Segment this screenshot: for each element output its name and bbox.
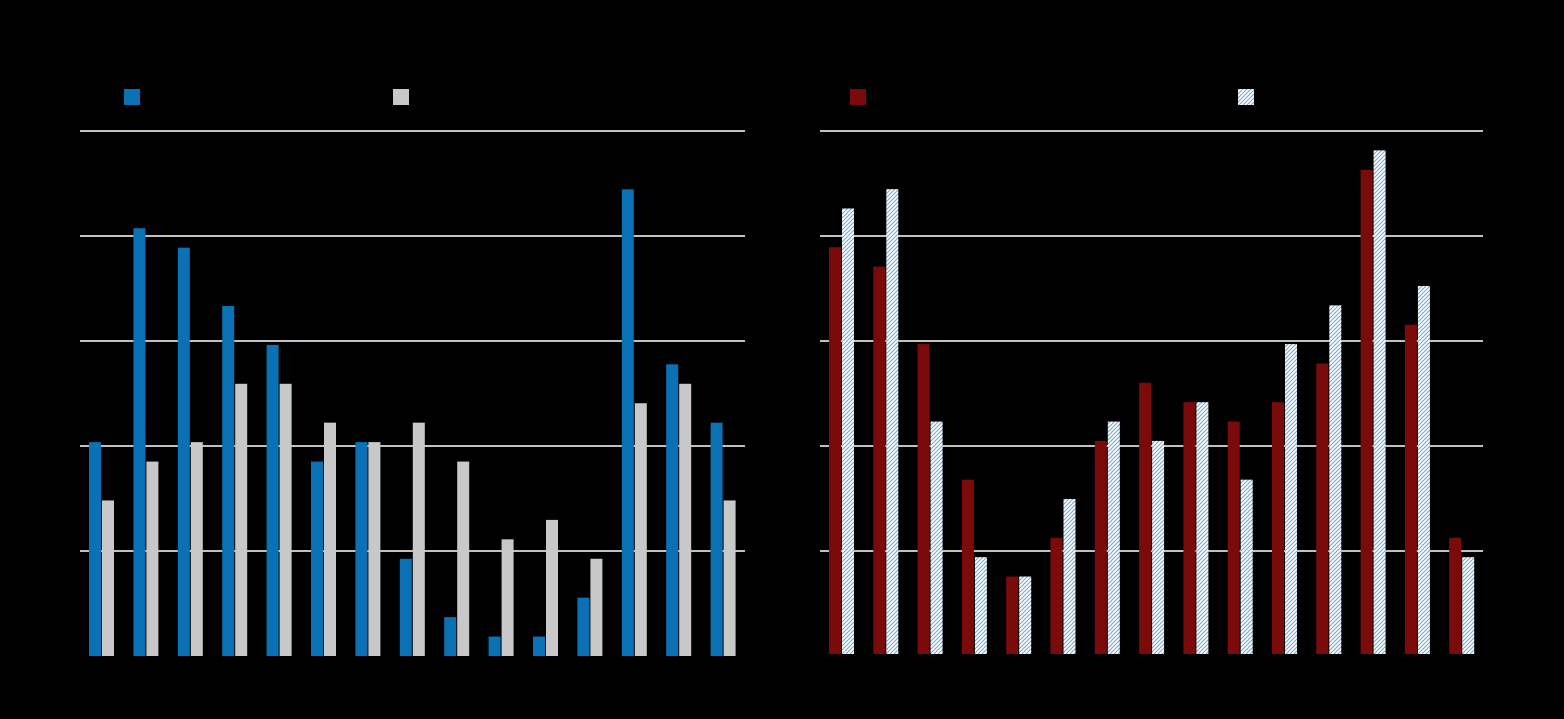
- bar-series2-15: [1462, 557, 1475, 654]
- bar-series1-9: [1183, 402, 1196, 654]
- bar-series1-15: [1449, 537, 1462, 654]
- bar-series1-2: [133, 228, 146, 656]
- bar-series1-6: [1050, 537, 1063, 654]
- bar-series2-3: [930, 421, 943, 654]
- legend-swatch-series1: [124, 89, 140, 105]
- bar-series1-13: [621, 189, 634, 657]
- bar-series1-5: [266, 344, 279, 656]
- bar-series1-1: [829, 247, 841, 654]
- bar-series2-15: [723, 500, 736, 656]
- bar-series1-10: [488, 636, 501, 656]
- bar-series2-6: [324, 422, 336, 656]
- bar-series2-1: [842, 208, 854, 654]
- bar-series2-3: [190, 442, 203, 656]
- bar-series2-10: [501, 539, 514, 656]
- bar-series2-12: [590, 558, 603, 656]
- bar-series1-14: [666, 364, 679, 656]
- bar-series1-13: [1360, 169, 1373, 655]
- bar-series1-9: [444, 617, 457, 656]
- bar-series2-11: [546, 519, 558, 656]
- bar-series1-3: [177, 247, 190, 656]
- bar-series2-11: [1285, 344, 1297, 654]
- bar-series1-7: [355, 442, 368, 656]
- bar-series1-7: [1094, 440, 1107, 654]
- bar-series2-1: [102, 500, 114, 656]
- legend-swatch-series1: [850, 89, 866, 105]
- bar-series1-11: [533, 636, 545, 656]
- bar-series1-6: [311, 461, 323, 656]
- bar-series1-12: [1316, 363, 1329, 654]
- bar-series2-13: [1373, 150, 1386, 655]
- bar-series2-4: [974, 557, 987, 654]
- bar-series2-9: [457, 461, 470, 656]
- bar-series1-15: [710, 422, 723, 656]
- bar-series2-10: [1240, 479, 1253, 654]
- bar-series2-13: [634, 403, 647, 656]
- bar-series2-14: [1417, 285, 1430, 654]
- bar-series1-11: [1272, 402, 1284, 654]
- bar-series1-3: [917, 344, 930, 654]
- legend-swatch-series2: [1238, 89, 1254, 105]
- bar-series2-12: [1329, 305, 1342, 654]
- bar-series1-1: [89, 442, 101, 656]
- bar-series2-5: [1019, 576, 1032, 654]
- bar-series1-14: [1404, 324, 1417, 654]
- bar-series1-10: [1227, 421, 1240, 654]
- bar-series1-8: [1139, 382, 1152, 654]
- bar-series2-7: [368, 442, 381, 656]
- bar-series1-4: [961, 479, 974, 654]
- bar-series2-2: [146, 461, 159, 656]
- right-chart-panel: [820, 89, 1483, 655]
- bar-series2-9: [1196, 402, 1209, 654]
- bar-series1-2: [873, 266, 886, 654]
- bar-series2-4: [235, 383, 248, 656]
- bar-series2-8: [412, 422, 425, 656]
- bar-series2-7: [1107, 421, 1120, 654]
- bar-series2-8: [1152, 440, 1165, 654]
- bar-series2-6: [1063, 499, 1076, 654]
- bar-series1-12: [577, 597, 590, 656]
- bar-series2-14: [679, 383, 692, 656]
- left-chart-panel: [80, 89, 745, 657]
- bar-series1-5: [1006, 576, 1019, 654]
- bar-series2-5: [279, 383, 292, 656]
- legend-swatch-series2: [393, 89, 409, 105]
- bar-series2-2: [886, 189, 899, 654]
- bar-series1-4: [222, 306, 235, 656]
- bar-series1-8: [399, 558, 412, 656]
